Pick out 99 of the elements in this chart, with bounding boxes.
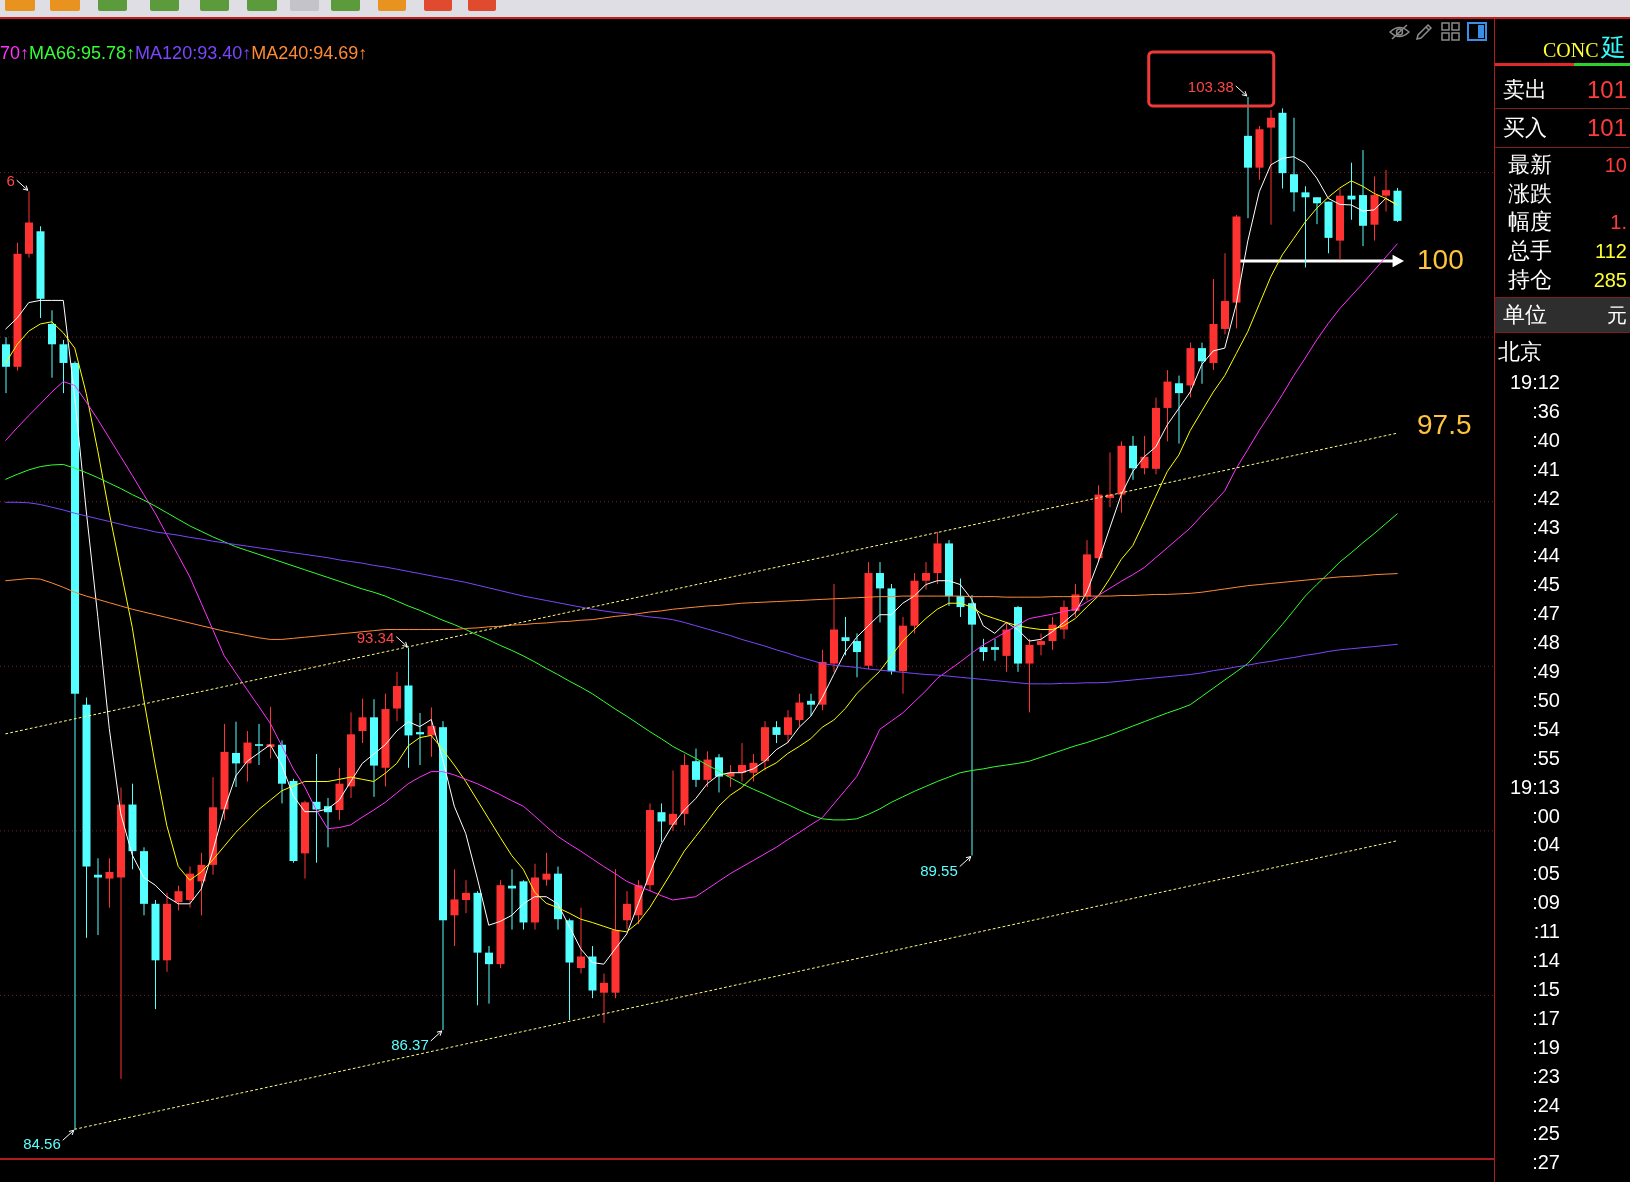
text: :04 bbox=[1532, 832, 1560, 858]
category-label: 涨跌 bbox=[1508, 180, 1552, 208]
candlestick bbox=[876, 561, 884, 623]
candlestick bbox=[105, 857, 114, 909]
annotation: 86.37 bbox=[391, 1035, 429, 1053]
category-label: 持仓 bbox=[1508, 266, 1552, 294]
text: :42 bbox=[1532, 485, 1560, 511]
category-label: 最新 bbox=[1508, 151, 1552, 179]
text: :23 bbox=[1532, 1063, 1560, 1089]
text: :00 bbox=[1532, 803, 1560, 829]
category-label: 单位 bbox=[1503, 301, 1547, 329]
text: :50 bbox=[1532, 687, 1560, 713]
text: :36 bbox=[1532, 398, 1560, 424]
candlestick bbox=[968, 594, 976, 857]
candlestick bbox=[853, 632, 861, 678]
candlestick bbox=[991, 638, 999, 662]
text: 70↑ bbox=[0, 43, 30, 63]
text: :11 bbox=[1533, 919, 1560, 945]
text: CONC bbox=[1543, 38, 1599, 62]
text: 元 bbox=[1607, 304, 1627, 326]
candlestick bbox=[174, 885, 183, 911]
candlestick bbox=[1037, 632, 1045, 656]
text: 19:12 bbox=[1509, 370, 1560, 395]
text: :55 bbox=[1532, 745, 1560, 771]
text: 1. bbox=[1610, 211, 1627, 233]
text: :43 bbox=[1532, 514, 1560, 540]
candlestick bbox=[450, 868, 459, 947]
text: :49 bbox=[1532, 659, 1560, 684]
text: 97.5 bbox=[1417, 408, 1472, 440]
text: 285 bbox=[1593, 269, 1627, 291]
candlestick bbox=[2, 336, 10, 394]
category-label: 幅度 bbox=[1508, 208, 1552, 236]
annotation: 103.38 bbox=[1187, 77, 1234, 95]
category-label: 总手 bbox=[1508, 237, 1552, 265]
annotation: 84.56 bbox=[23, 1135, 61, 1153]
text: MA120:93.40↑ bbox=[135, 43, 252, 63]
candlestick bbox=[1301, 185, 1310, 268]
text: :54 bbox=[1532, 716, 1560, 742]
text: :27 bbox=[1532, 1150, 1560, 1176]
candlestick bbox=[1290, 117, 1298, 213]
candlestick bbox=[738, 742, 746, 782]
text: MA66:95.78↑ bbox=[29, 43, 136, 63]
text: :41 bbox=[1532, 456, 1560, 482]
candlestick bbox=[542, 852, 551, 887]
category-label: 买入 bbox=[1503, 114, 1547, 142]
text: :09 bbox=[1532, 890, 1560, 916]
text: :44 bbox=[1532, 543, 1560, 569]
candlestick bbox=[577, 907, 585, 974]
candlestick bbox=[1129, 435, 1137, 481]
annotation: 89.55 bbox=[920, 861, 958, 879]
text: :47 bbox=[1532, 601, 1560, 627]
text: 19:13 bbox=[1509, 774, 1560, 800]
candlestick bbox=[485, 945, 493, 1005]
candlestick bbox=[784, 709, 792, 744]
text: 101 bbox=[1586, 76, 1627, 103]
text: :17 bbox=[1532, 1005, 1560, 1031]
text: :15 bbox=[1532, 976, 1560, 1002]
text: 北京 bbox=[1498, 338, 1542, 366]
candlestick bbox=[1198, 342, 1206, 385]
candlestick bbox=[1267, 109, 1275, 226]
text: 10 bbox=[1604, 154, 1627, 176]
text: 101 bbox=[1586, 114, 1627, 141]
candlestick bbox=[1175, 375, 1183, 445]
candlestick bbox=[657, 802, 666, 843]
candlestick bbox=[795, 693, 804, 728]
text: 112 bbox=[1595, 240, 1627, 262]
text: :24 bbox=[1532, 1092, 1560, 1118]
candlestick bbox=[1025, 638, 1034, 713]
candlestick bbox=[358, 698, 367, 744]
candlestick bbox=[255, 723, 263, 766]
text: :14 bbox=[1532, 948, 1560, 973]
candlestick bbox=[703, 750, 712, 788]
text: :45 bbox=[1532, 572, 1560, 598]
candlestick bbox=[623, 890, 631, 931]
candlestick bbox=[1313, 196, 1321, 225]
category-label: 卖出 bbox=[1503, 76, 1547, 104]
annotation: 6 bbox=[6, 172, 15, 190]
candlestick bbox=[462, 879, 470, 914]
text: :05 bbox=[1532, 861, 1560, 887]
candlestick bbox=[232, 721, 240, 788]
candlestick bbox=[692, 748, 700, 788]
candlestick bbox=[807, 693, 815, 717]
candlestick bbox=[841, 616, 850, 656]
candlestick bbox=[1382, 169, 1390, 213]
candlestick bbox=[48, 309, 56, 379]
text: 延 bbox=[1601, 32, 1626, 62]
text: MA240:94.69↑ bbox=[251, 43, 368, 63]
text: :48 bbox=[1532, 630, 1560, 656]
candlestick bbox=[772, 720, 781, 744]
text: 100 bbox=[1417, 243, 1464, 275]
annotation: 93.34 bbox=[356, 628, 395, 646]
candlestick bbox=[600, 972, 608, 1024]
text: :40 bbox=[1532, 427, 1560, 453]
text: :25 bbox=[1532, 1121, 1560, 1147]
candlestick bbox=[393, 671, 401, 722]
candlestick bbox=[979, 638, 988, 662]
candlestick bbox=[59, 339, 68, 394]
text: :19 bbox=[1532, 1034, 1560, 1060]
candlestick bbox=[922, 561, 930, 590]
